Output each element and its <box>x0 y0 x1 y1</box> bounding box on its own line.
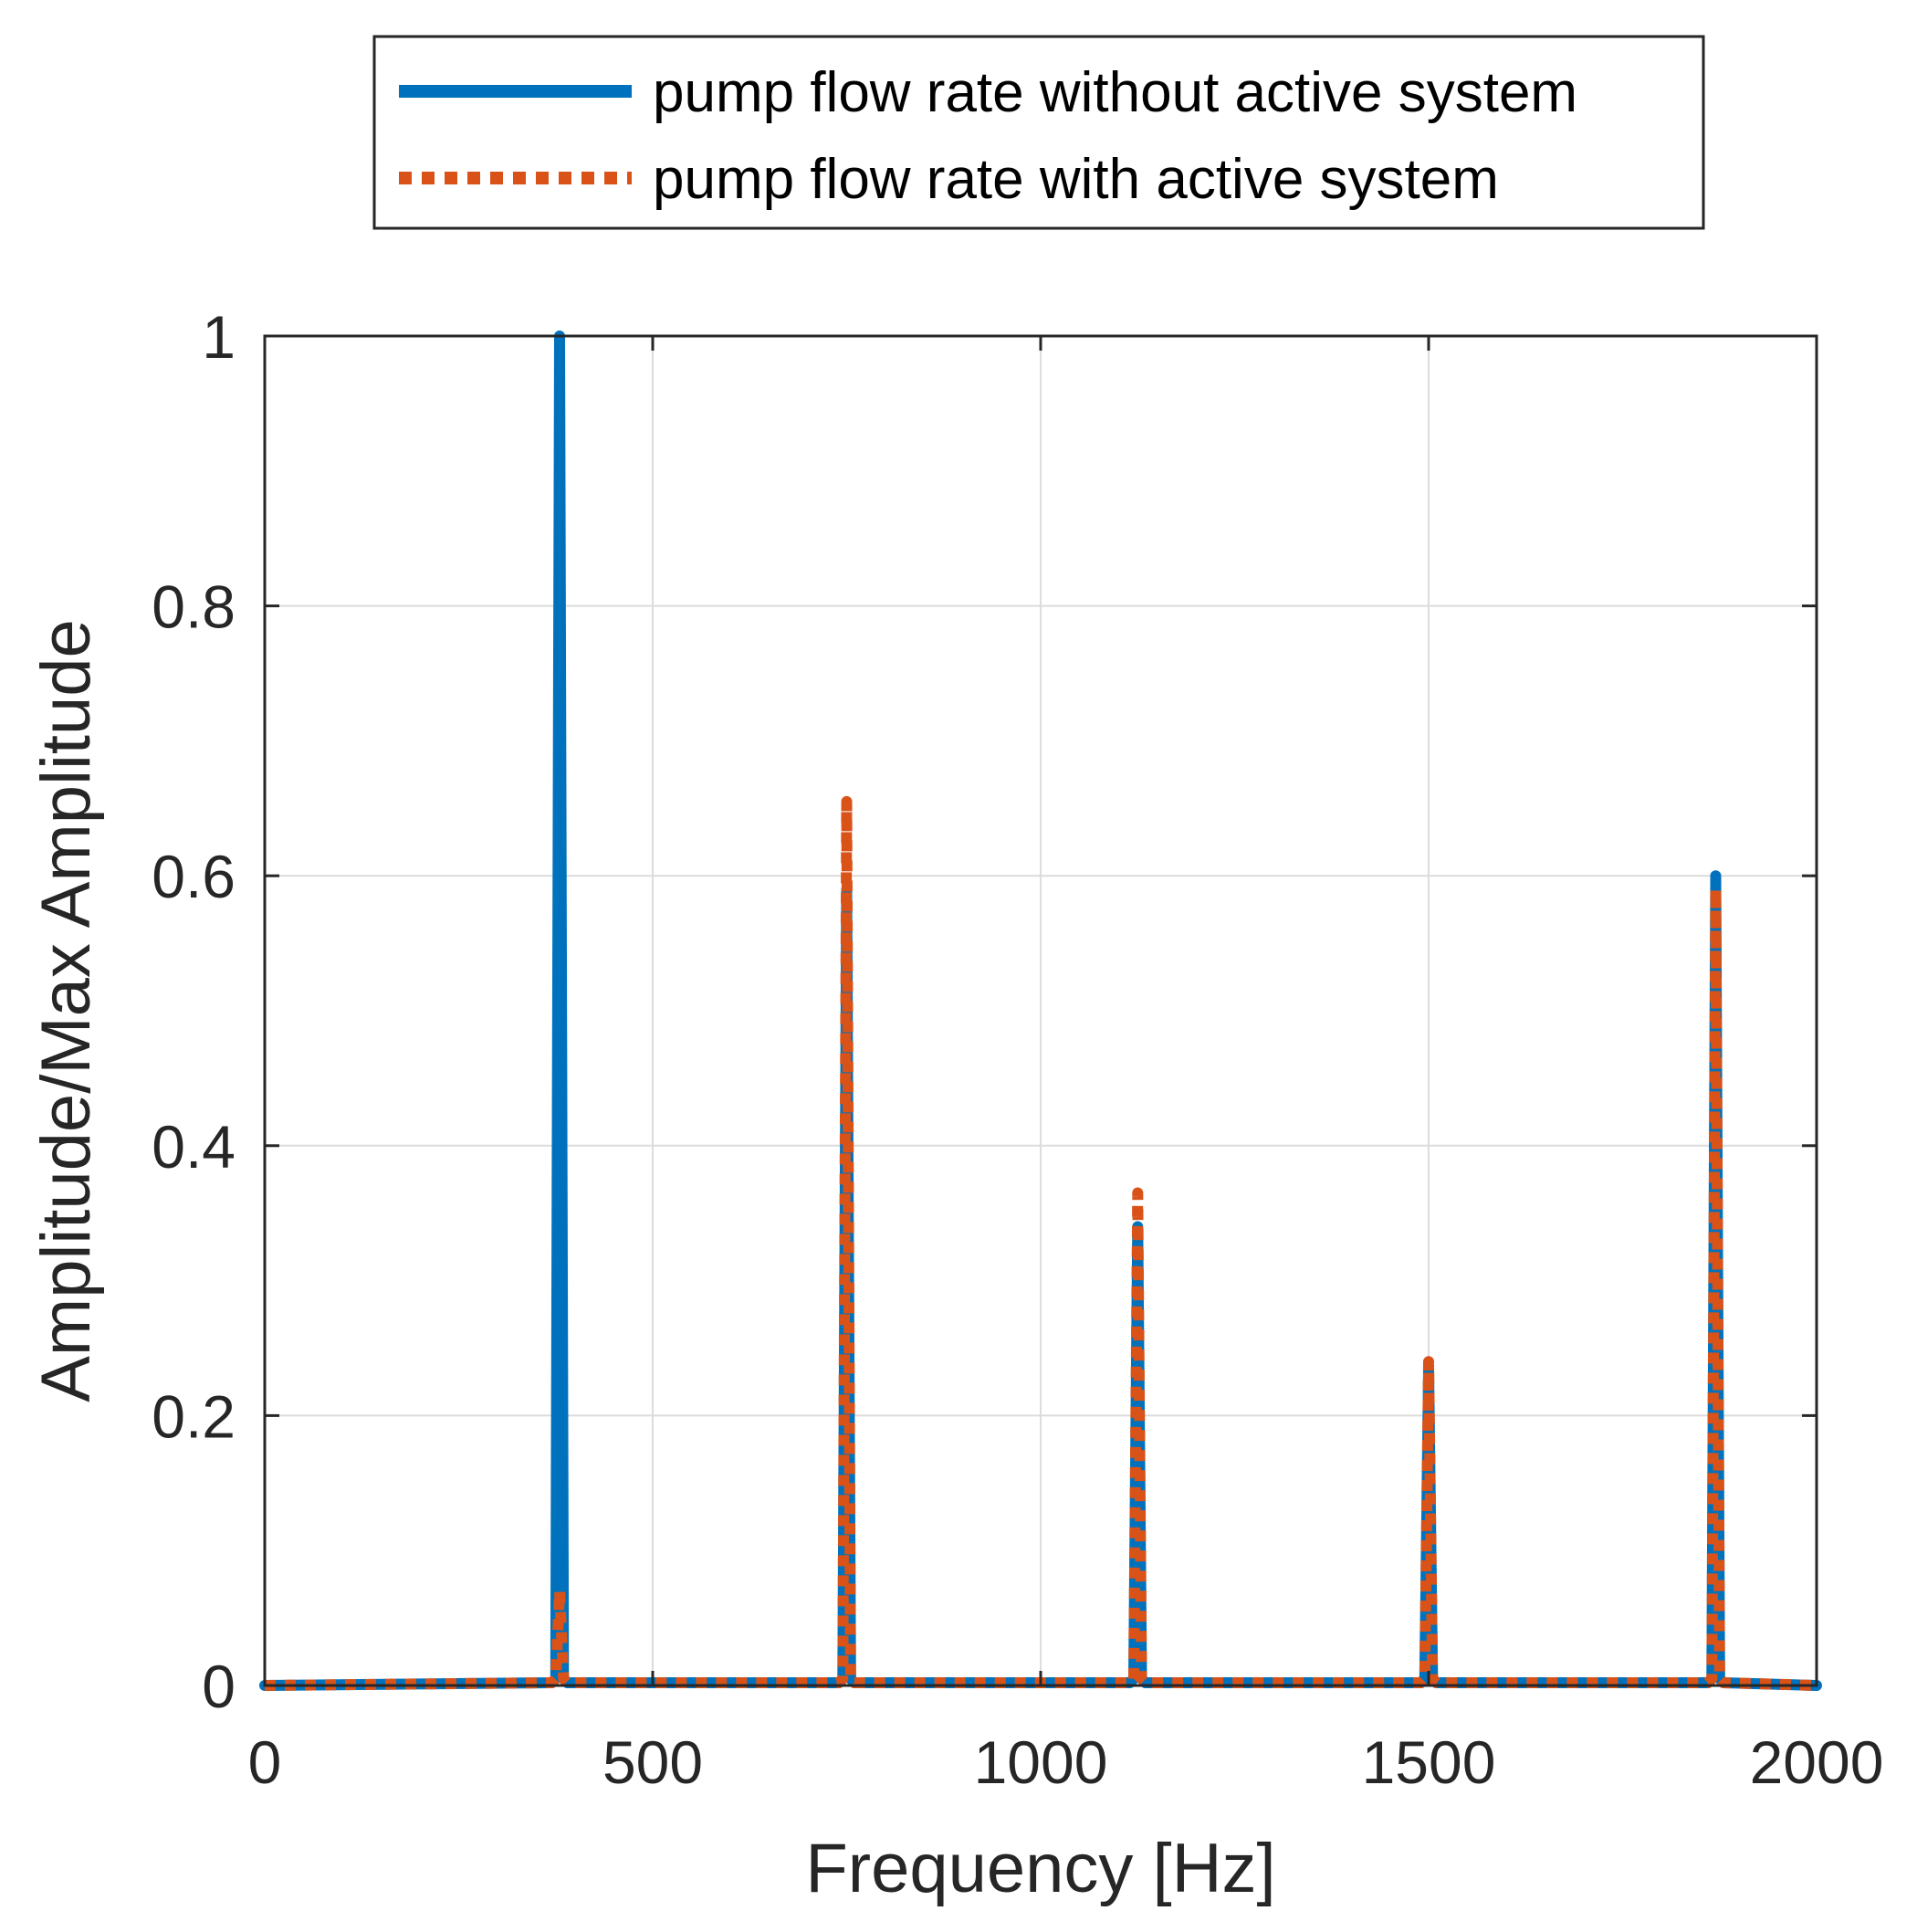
y-axis-title: Amplitude/Max Amplitude <box>27 619 105 1402</box>
x-tick-label: 1500 <box>1362 1728 1496 1796</box>
x-tick-label: 2000 <box>1750 1728 1884 1796</box>
y-tick-label: 0.2 <box>152 1382 236 1450</box>
legend-box <box>372 35 1705 230</box>
y-tick-label: 0.4 <box>152 1113 236 1181</box>
tick-labels: 0 500 1000 1500 2000 0 0.2 0.4 0.6 0.8 1 <box>152 303 1883 1796</box>
y-tick-label: 1 <box>202 303 236 371</box>
y-tick-label: 0 <box>202 1653 236 1720</box>
y-tick-label: 0.6 <box>152 843 236 910</box>
y-tick-label: 0.8 <box>152 573 236 641</box>
x-tick-label: 1000 <box>974 1728 1108 1796</box>
series-line-with-active <box>264 795 1817 1691</box>
legend: pump flow rate without active system pum… <box>372 35 1705 230</box>
x-tick-label: 500 <box>602 1728 703 1796</box>
series-layer <box>259 331 1822 1691</box>
legend-label-without-active: pump flow rate without active system <box>653 61 1577 124</box>
legend-label-with-active: pump flow rate with active system <box>653 148 1499 211</box>
x-axis-title: Frequency [Hz] <box>805 1830 1275 1907</box>
x-tick-label: 0 <box>248 1728 282 1796</box>
axes-frame <box>263 334 1818 1687</box>
